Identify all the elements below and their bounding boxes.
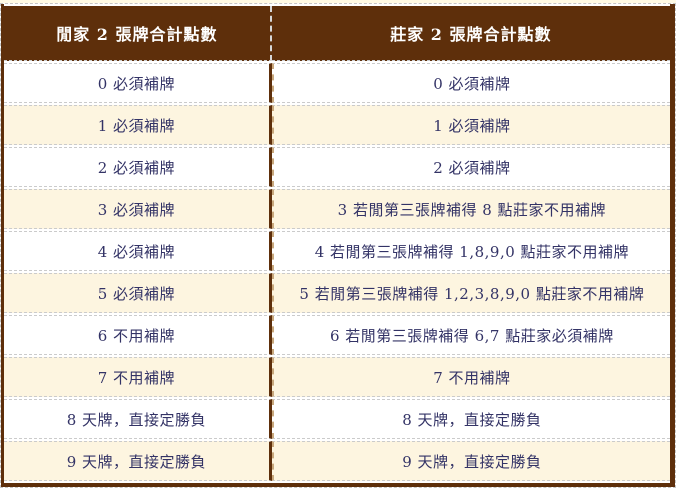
banker-column-header: 莊家 2 張牌合計點數 (271, 6, 670, 61)
page-background-strip (0, 0, 676, 3)
table-row: 9 天牌，直接定勝負 9 天牌，直接定勝負 (4, 441, 670, 481)
player-rule-cell: 5 必須補牌 (4, 273, 272, 313)
table-row: 0 必須補牌 0 必須補牌 (4, 63, 670, 103)
table-row: 4 必須補牌 4 若閒第三張牌補得 1,8,9,0 點莊家不用補牌 (4, 231, 670, 271)
player-rule-cell: 7 不用補牌 (4, 357, 272, 397)
banker-rule-cell: 7 不用補牌 (271, 357, 670, 397)
baccarat-draw-rules-table: 閒家 2 張牌合計點數 莊家 2 張牌合計點數 0 必須補牌 0 必須補牌 1 … (1, 4, 675, 487)
banker-rule-cell: 5 若閒第三張牌補得 1,2,3,8,9,0 點莊家不用補牌 (271, 273, 670, 313)
player-rule-cell: 8 天牌，直接定勝負 (4, 399, 272, 439)
player-rule-cell: 6 不用補牌 (4, 315, 272, 355)
table-row: 1 必須補牌 1 必須補牌 (4, 105, 670, 145)
table-row: 8 天牌，直接定勝負 8 天牌，直接定勝負 (4, 399, 670, 439)
table-row: 3 必須補牌 3 若閒第三張牌補得 8 點莊家不用補牌 (4, 189, 670, 229)
banker-rule-cell: 1 必須補牌 (271, 105, 670, 145)
banker-rule-cell: 6 若閒第三張牌補得 6,7 點莊家必須補牌 (271, 315, 670, 355)
player-rule-cell: 9 天牌，直接定勝負 (4, 441, 272, 481)
banker-rule-cell: 8 天牌，直接定勝負 (271, 399, 670, 439)
header-row: 閒家 2 張牌合計點數 莊家 2 張牌合計點數 (4, 6, 670, 61)
table-row: 7 不用補牌 7 不用補牌 (4, 357, 670, 397)
player-column-header: 閒家 2 張牌合計點數 (4, 6, 272, 61)
player-rule-cell: 4 必須補牌 (4, 231, 272, 271)
banker-rule-cell: 3 若閒第三張牌補得 8 點莊家不用補牌 (271, 189, 670, 229)
table-row: 6 不用補牌 6 若閒第三張牌補得 6,7 點莊家必須補牌 (4, 315, 670, 355)
player-rule-cell: 0 必須補牌 (4, 63, 272, 103)
player-rule-cell: 1 必須補牌 (4, 105, 272, 145)
banker-rule-cell: 9 天牌，直接定勝負 (271, 441, 670, 481)
player-rule-cell: 2 必須補牌 (4, 147, 272, 187)
banker-rule-cell: 0 必須補牌 (271, 63, 670, 103)
banker-rule-cell: 2 必須補牌 (271, 147, 670, 187)
player-rule-cell: 3 必須補牌 (4, 189, 272, 229)
table-row: 2 必須補牌 2 必須補牌 (4, 147, 670, 187)
table-row: 5 必須補牌 5 若閒第三張牌補得 1,2,3,8,9,0 點莊家不用補牌 (4, 273, 670, 313)
table-outer-frame: 閒家 2 張牌合計點數 莊家 2 張牌合計點數 0 必須補牌 0 必須補牌 1 … (0, 3, 676, 488)
banker-rule-cell: 4 若閒第三張牌補得 1,8,9,0 點莊家不用補牌 (271, 231, 670, 271)
